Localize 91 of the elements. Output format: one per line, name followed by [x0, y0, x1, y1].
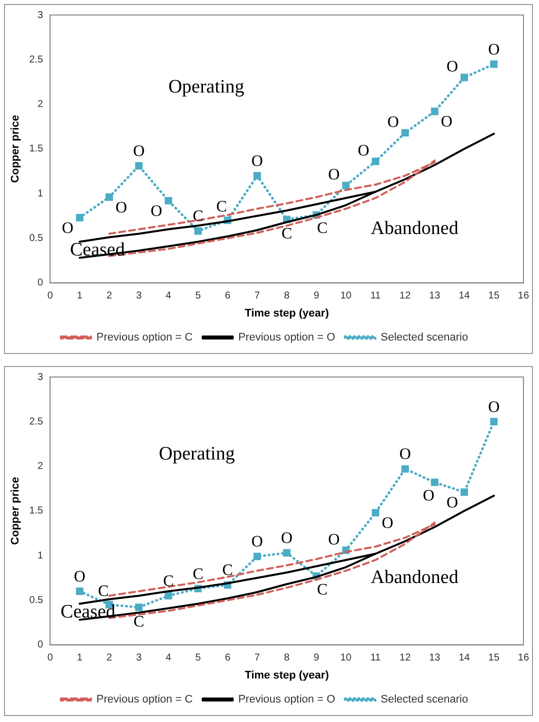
annotation: C: [192, 566, 204, 583]
legend-label: Selected scenario: [380, 694, 468, 706]
x-tick-label: 8: [284, 290, 290, 302]
x-tick-label: 12: [400, 652, 412, 664]
x-tick-label: 3: [136, 290, 142, 302]
x-tick-label: 1: [76, 290, 83, 302]
y-tick-label: 1: [38, 188, 44, 200]
annotation: O: [133, 143, 145, 160]
x-tick-label: 5: [195, 290, 202, 302]
x-tick-label: 13: [429, 290, 441, 302]
annotation: C: [163, 572, 174, 590]
annotation: C: [317, 220, 328, 238]
annotation: O: [358, 142, 370, 160]
annotation: O: [328, 531, 340, 548]
y-tick-label: 3: [38, 10, 44, 21]
x-tick-label: 9: [314, 290, 320, 302]
x-tick-label: 11: [370, 290, 382, 302]
x-tick-label: 16: [518, 290, 530, 302]
y-tick-label: 0.5: [29, 232, 44, 244]
y-tick-label: 0: [38, 640, 44, 651]
x-tick-label: 16: [518, 652, 530, 664]
annotation: O: [62, 220, 74, 237]
annotation: O: [251, 152, 263, 170]
x-tick-label: 5: [195, 652, 202, 664]
annotation: O: [488, 41, 500, 58]
annotation: O: [115, 199, 128, 216]
x-tick-label: 10: [340, 652, 352, 664]
annotation: O: [446, 494, 458, 512]
annotation: C: [281, 226, 292, 243]
annotation: O: [382, 514, 394, 532]
annotation: Abandoned: [370, 566, 459, 588]
annotation: C: [98, 582, 109, 600]
y-tick-label: 1: [38, 550, 44, 562]
annotation: O: [488, 398, 500, 416]
y-tick-label: 0: [38, 278, 44, 289]
x-tick-label: 15: [488, 652, 500, 664]
x-tick-label: 4: [166, 290, 172, 302]
annotation: O: [280, 530, 293, 548]
y-axis-title: Copper price: [10, 114, 22, 183]
annotation: O: [422, 488, 434, 505]
x-tick-label: 6: [224, 652, 231, 664]
x-axis-title: Time step (year): [244, 669, 330, 682]
annotation: O: [446, 58, 458, 76]
annotation: O: [150, 202, 162, 220]
legend-label: Previous option = C: [96, 694, 193, 706]
y-tick-label: 3: [38, 372, 44, 383]
y-tick-label: 2: [38, 461, 44, 472]
x-tick-label: 6: [224, 290, 231, 302]
annotation: O: [387, 114, 399, 132]
x-tick-label: 0: [47, 290, 54, 302]
legend-label: Previous option = O: [238, 332, 336, 344]
x-tick-label: 14: [458, 290, 470, 302]
y-tick-label: 2.5: [29, 54, 44, 66]
x-tick-label: 9: [314, 652, 320, 664]
x-tick-label: 8: [284, 652, 290, 664]
annotation: O: [74, 568, 86, 586]
x-tick-label: 12: [400, 290, 412, 302]
annotation: Operating: [168, 76, 245, 98]
y-tick-label: 1.5: [29, 144, 44, 155]
annotation: C: [134, 614, 144, 631]
x-axis-title: Time step (year): [244, 307, 330, 320]
x-tick-label: 1: [76, 652, 83, 664]
legend-label: Previous option = C: [96, 332, 193, 344]
x-tick-label: 4: [166, 652, 172, 664]
x-tick-label: 7: [254, 290, 260, 302]
x-tick-label: 2: [106, 652, 112, 664]
annotation: Operating: [158, 444, 236, 465]
annotation: Abandoned: [370, 218, 459, 240]
x-tick-label: 0: [47, 652, 54, 664]
legend-label: Previous option = O: [238, 694, 336, 706]
annotation: C: [317, 581, 328, 598]
y-tick-label: 0.5: [29, 594, 44, 606]
annotation: O: [399, 446, 411, 464]
y-tick-label: 2.5: [29, 416, 44, 428]
x-tick-label: 10: [340, 290, 352, 302]
legend-label: Selected scenario: [380, 332, 468, 344]
annotation: C: [216, 198, 227, 216]
x-tick-label: 13: [429, 652, 441, 664]
y-tick-label: 2: [38, 99, 44, 110]
y-tick-label: 1.5: [29, 506, 44, 517]
annotation: O: [251, 534, 263, 551]
annotation: O: [328, 166, 340, 184]
x-tick-label: 3: [136, 652, 142, 664]
annotation: C: [222, 562, 233, 580]
x-tick-label: 11: [370, 652, 382, 664]
annotation: O: [440, 114, 452, 131]
x-tick-label: 14: [458, 652, 470, 664]
x-tick-label: 7: [254, 652, 260, 664]
x-tick-label: 2: [106, 290, 112, 302]
y-axis-title: Copper price: [10, 476, 22, 545]
x-tick-label: 15: [488, 290, 500, 302]
